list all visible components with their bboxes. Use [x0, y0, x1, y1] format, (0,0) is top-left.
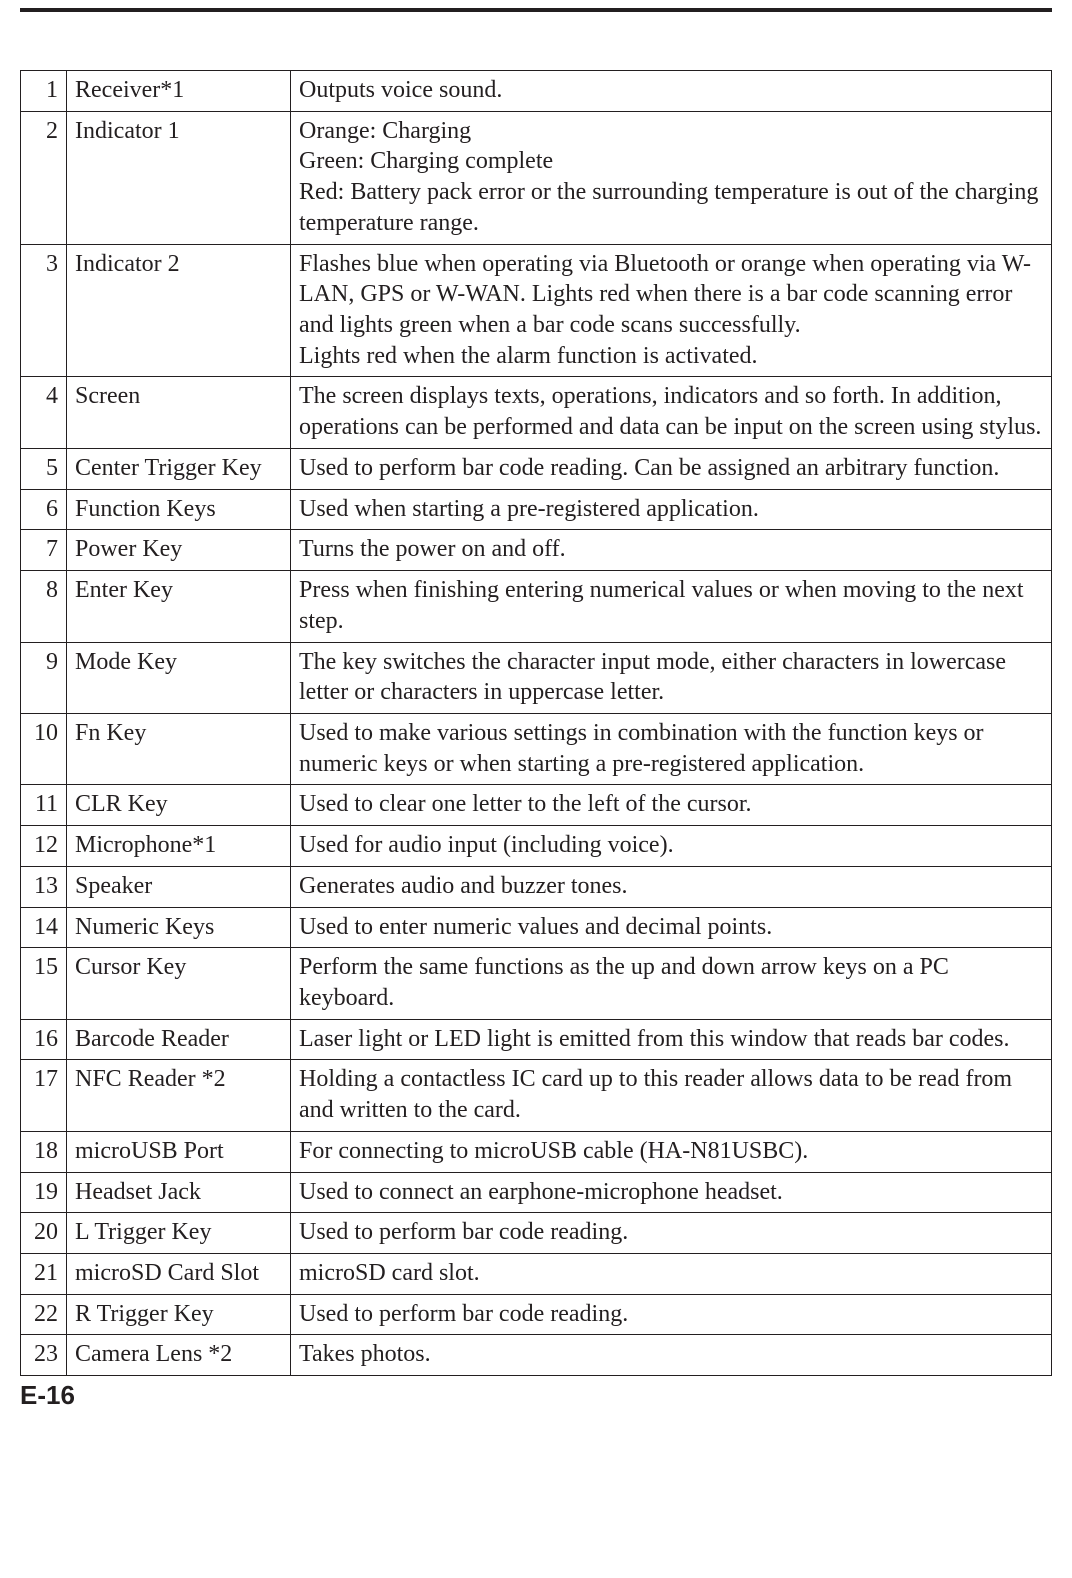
row-name: Barcode Reader: [67, 1019, 291, 1060]
row-number: 2: [21, 111, 67, 244]
row-name: Numeric Keys: [67, 907, 291, 948]
table-row: 19Headset JackUsed to connect an earphon…: [21, 1172, 1052, 1213]
row-name: Fn Key: [67, 713, 291, 784]
row-description: Used when starting a pre-registered appl…: [291, 489, 1052, 530]
row-name: Receiver*1: [67, 71, 291, 112]
row-number: 4: [21, 377, 67, 448]
row-number: 12: [21, 826, 67, 867]
row-number: 15: [21, 948, 67, 1019]
row-name: Indicator 1: [67, 111, 291, 244]
table-row: 18microUSB PortFor connecting to microUS…: [21, 1131, 1052, 1172]
row-name: Screen: [67, 377, 291, 448]
row-description: Turns the power on and off.: [291, 530, 1052, 571]
row-description: Used to perform bar code reading.: [291, 1213, 1052, 1254]
row-name: Power Key: [67, 530, 291, 571]
row-number: 13: [21, 866, 67, 907]
table-row: 20L Trigger KeyUsed to perform bar code …: [21, 1213, 1052, 1254]
table-row: 12Microphone*1Used for audio input (incl…: [21, 826, 1052, 867]
row-name: Microphone*1: [67, 826, 291, 867]
row-number: 18: [21, 1131, 67, 1172]
row-number: 7: [21, 530, 67, 571]
table-row: 21microSD Card SlotmicroSD card slot.: [21, 1254, 1052, 1295]
row-name: NFC Reader *2: [67, 1060, 291, 1131]
row-number: 8: [21, 571, 67, 642]
row-number: 10: [21, 713, 67, 784]
table-row: 10Fn KeyUsed to make various settings in…: [21, 713, 1052, 784]
row-description: Orange: Charging Green: Charging complet…: [291, 111, 1052, 244]
row-name: Center Trigger Key: [67, 448, 291, 489]
row-description: Flashes blue when operating via Bluetoot…: [291, 244, 1052, 377]
row-name: Enter Key: [67, 571, 291, 642]
row-number: 11: [21, 785, 67, 826]
row-name: Cursor Key: [67, 948, 291, 1019]
table-row: 9Mode KeyThe key switches the character …: [21, 642, 1052, 713]
table-row: 7Power KeyTurns the power on and off.: [21, 530, 1052, 571]
row-number: 23: [21, 1335, 67, 1376]
row-description: Outputs voice sound.: [291, 71, 1052, 112]
table-row: 1Receiver*1Outputs voice sound.: [21, 71, 1052, 112]
row-name: microUSB Port: [67, 1131, 291, 1172]
row-description: Used for audio input (including voice).: [291, 826, 1052, 867]
parts-table-body: 1Receiver*1Outputs voice sound.2Indicato…: [21, 71, 1052, 1376]
parts-table: 1Receiver*1Outputs voice sound.2Indicato…: [20, 70, 1052, 1376]
row-description: Perform the same functions as the up and…: [291, 948, 1052, 1019]
row-number: 6: [21, 489, 67, 530]
row-description: microSD card slot.: [291, 1254, 1052, 1295]
row-description: Used to clear one letter to the left of …: [291, 785, 1052, 826]
row-name: L Trigger Key: [67, 1213, 291, 1254]
row-number: 14: [21, 907, 67, 948]
row-number: 21: [21, 1254, 67, 1295]
table-row: 4ScreenThe screen displays texts, operat…: [21, 377, 1052, 448]
row-description: Laser light or LED light is emitted from…: [291, 1019, 1052, 1060]
page-number: E-16: [20, 1380, 1052, 1411]
table-row: 17NFC Reader *2Holding a contactless IC …: [21, 1060, 1052, 1131]
row-description: Generates audio and buzzer tones.: [291, 866, 1052, 907]
row-name: Headset Jack: [67, 1172, 291, 1213]
row-name: Camera Lens *2: [67, 1335, 291, 1376]
row-description: Press when finishing entering numerical …: [291, 571, 1052, 642]
row-description: Used to perform bar code reading.: [291, 1294, 1052, 1335]
row-description: For connecting to microUSB cable (HA-N81…: [291, 1131, 1052, 1172]
row-description: Holding a contactless IC card up to this…: [291, 1060, 1052, 1131]
row-name: Mode Key: [67, 642, 291, 713]
table-row: 15Cursor KeyPerform the same functions a…: [21, 948, 1052, 1019]
row-description: The screen displays texts, operations, i…: [291, 377, 1052, 448]
row-number: 19: [21, 1172, 67, 1213]
table-row: 22R Trigger KeyUsed to perform bar code …: [21, 1294, 1052, 1335]
row-description: Used to enter numeric values and decimal…: [291, 907, 1052, 948]
row-number: 22: [21, 1294, 67, 1335]
row-number: 20: [21, 1213, 67, 1254]
table-row: 23Camera Lens *2Takes photos.: [21, 1335, 1052, 1376]
row-number: 3: [21, 244, 67, 377]
table-row: 5Center Trigger KeyUsed to perform bar c…: [21, 448, 1052, 489]
row-number: 9: [21, 642, 67, 713]
table-row: 13SpeakerGenerates audio and buzzer tone…: [21, 866, 1052, 907]
row-description: Takes photos.: [291, 1335, 1052, 1376]
row-name: Indicator 2: [67, 244, 291, 377]
row-number: 5: [21, 448, 67, 489]
table-row: 11CLR KeyUsed to clear one letter to the…: [21, 785, 1052, 826]
row-description: Used to perform bar code reading. Can be…: [291, 448, 1052, 489]
row-name: Function Keys: [67, 489, 291, 530]
row-number: 1: [21, 71, 67, 112]
table-row: 2Indicator 1Orange: Charging Green: Char…: [21, 111, 1052, 244]
row-name: Speaker: [67, 866, 291, 907]
row-name: microSD Card Slot: [67, 1254, 291, 1295]
row-description: Used to connect an earphone-microphone h…: [291, 1172, 1052, 1213]
table-row: 14Numeric KeysUsed to enter numeric valu…: [21, 907, 1052, 948]
row-number: 16: [21, 1019, 67, 1060]
row-name: R Trigger Key: [67, 1294, 291, 1335]
page: 1Receiver*1Outputs voice sound.2Indicato…: [0, 0, 1072, 1431]
top-rule: [20, 8, 1052, 12]
table-row: 6Function KeysUsed when starting a pre-r…: [21, 489, 1052, 530]
row-name: CLR Key: [67, 785, 291, 826]
table-row: 16Barcode ReaderLaser light or LED light…: [21, 1019, 1052, 1060]
table-row: 8Enter KeyPress when finishing entering …: [21, 571, 1052, 642]
row-description: Used to make various settings in combina…: [291, 713, 1052, 784]
row-description: The key switches the character input mod…: [291, 642, 1052, 713]
row-number: 17: [21, 1060, 67, 1131]
table-row: 3Indicator 2Flashes blue when operating …: [21, 244, 1052, 377]
